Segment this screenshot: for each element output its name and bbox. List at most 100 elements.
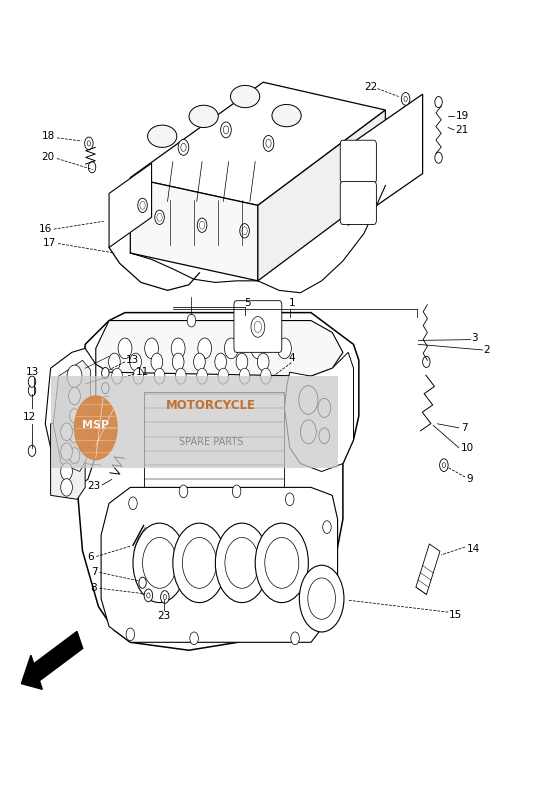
Circle shape: [435, 97, 442, 108]
Bar: [50, 376, 338, 467]
Text: 13: 13: [26, 367, 39, 377]
Circle shape: [291, 632, 299, 645]
Circle shape: [61, 462, 72, 480]
Circle shape: [299, 566, 344, 632]
Circle shape: [61, 443, 72, 460]
Circle shape: [176, 368, 186, 384]
Text: 17: 17: [42, 238, 56, 249]
Text: 21: 21: [455, 125, 469, 135]
Text: 4: 4: [288, 353, 295, 363]
Circle shape: [286, 493, 294, 506]
FancyBboxPatch shape: [340, 182, 376, 225]
Circle shape: [101, 367, 109, 378]
Ellipse shape: [148, 125, 177, 147]
Text: 7: 7: [461, 423, 468, 433]
Circle shape: [319, 428, 330, 444]
Polygon shape: [130, 82, 386, 206]
Circle shape: [325, 592, 334, 605]
Ellipse shape: [230, 86, 260, 108]
Circle shape: [404, 96, 407, 102]
Circle shape: [89, 162, 96, 173]
Circle shape: [190, 632, 198, 645]
Circle shape: [221, 122, 231, 138]
Circle shape: [28, 376, 36, 387]
Circle shape: [173, 523, 226, 602]
Circle shape: [233, 485, 241, 498]
Circle shape: [112, 368, 122, 384]
Polygon shape: [45, 348, 96, 489]
Polygon shape: [50, 416, 85, 499]
Circle shape: [218, 368, 229, 384]
Text: SPARE PARTS: SPARE PARTS: [179, 437, 243, 447]
Ellipse shape: [189, 106, 218, 127]
Polygon shape: [130, 178, 258, 281]
Text: 8: 8: [91, 583, 97, 594]
Polygon shape: [53, 360, 90, 471]
Circle shape: [133, 368, 143, 384]
Text: 18: 18: [41, 131, 55, 142]
Circle shape: [118, 338, 132, 358]
Circle shape: [87, 141, 91, 146]
Circle shape: [257, 353, 269, 370]
Circle shape: [223, 126, 229, 134]
Circle shape: [70, 429, 79, 443]
Circle shape: [423, 356, 430, 367]
Text: 1: 1: [289, 298, 296, 308]
Circle shape: [199, 222, 205, 229]
Text: 5: 5: [244, 298, 251, 308]
Circle shape: [126, 628, 135, 641]
Polygon shape: [101, 487, 338, 642]
Circle shape: [154, 368, 165, 384]
Text: 7: 7: [91, 567, 97, 578]
Circle shape: [61, 478, 72, 496]
Circle shape: [299, 386, 318, 414]
Text: 11: 11: [136, 367, 149, 377]
Polygon shape: [109, 163, 151, 247]
Circle shape: [278, 338, 292, 358]
Polygon shape: [77, 313, 359, 650]
Circle shape: [215, 523, 268, 602]
Circle shape: [442, 462, 446, 468]
Text: 23: 23: [157, 611, 170, 621]
Circle shape: [242, 227, 247, 234]
Circle shape: [178, 139, 189, 155]
Polygon shape: [348, 94, 423, 226]
Polygon shape: [96, 321, 343, 376]
Circle shape: [75, 396, 117, 459]
Text: 2: 2: [484, 345, 490, 355]
Text: 12: 12: [23, 413, 36, 422]
Circle shape: [224, 338, 238, 358]
Text: MOTORCYCLE: MOTORCYCLE: [166, 399, 256, 412]
Text: MSP: MSP: [82, 420, 110, 430]
Circle shape: [181, 143, 186, 151]
FancyBboxPatch shape: [234, 301, 282, 352]
Circle shape: [130, 353, 141, 370]
Circle shape: [140, 202, 145, 210]
Circle shape: [251, 317, 265, 338]
Circle shape: [308, 578, 336, 619]
Circle shape: [240, 224, 249, 238]
Text: 22: 22: [364, 82, 377, 92]
Circle shape: [151, 353, 163, 370]
Circle shape: [197, 218, 207, 232]
Circle shape: [240, 368, 250, 384]
Circle shape: [255, 523, 308, 602]
Text: 16: 16: [39, 224, 52, 234]
Circle shape: [236, 353, 248, 370]
Text: 10: 10: [461, 442, 474, 453]
Circle shape: [225, 538, 259, 588]
Circle shape: [183, 538, 216, 588]
Circle shape: [101, 382, 109, 394]
Circle shape: [198, 338, 212, 358]
Circle shape: [300, 420, 316, 444]
Circle shape: [254, 322, 262, 333]
Circle shape: [108, 353, 120, 370]
Circle shape: [251, 338, 265, 358]
Circle shape: [61, 423, 72, 441]
Circle shape: [155, 210, 164, 225]
FancyArrow shape: [21, 631, 83, 690]
Circle shape: [138, 198, 147, 213]
Circle shape: [28, 446, 36, 457]
Circle shape: [161, 590, 169, 603]
Circle shape: [179, 485, 188, 498]
